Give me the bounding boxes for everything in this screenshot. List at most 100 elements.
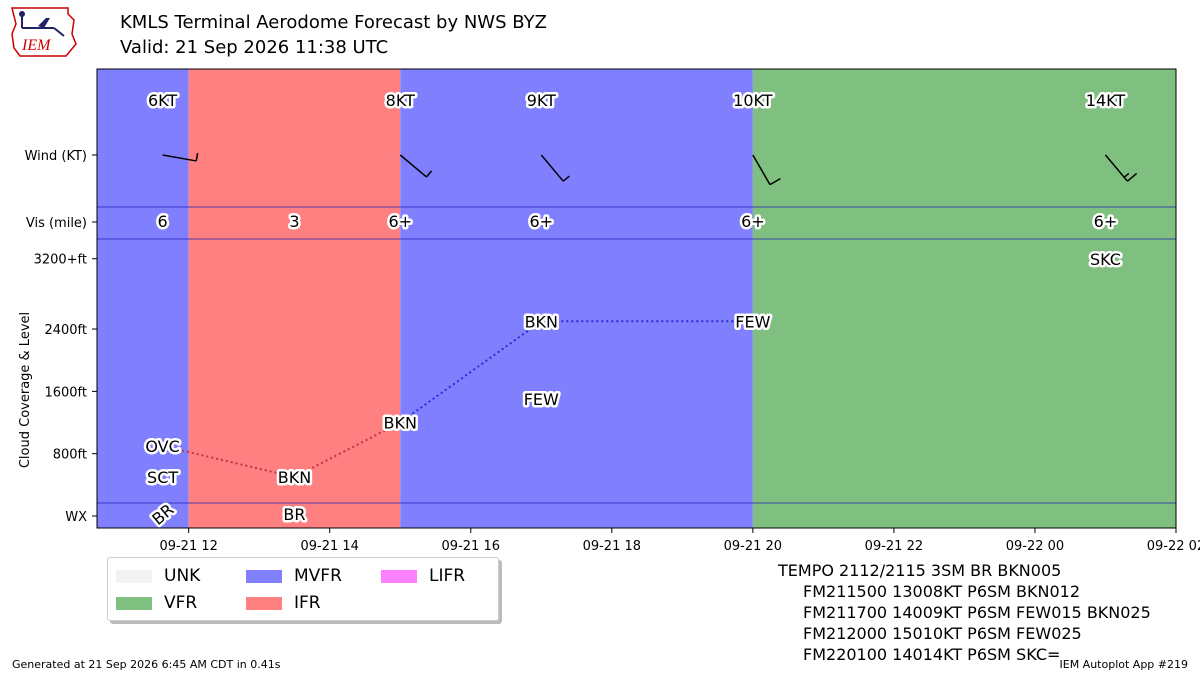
svg-text:FEW: FEW (735, 312, 770, 331)
svg-text:3: 3 (289, 212, 299, 231)
taf-chart: 6KT 8KT 9KT 10KT 14KT 6 3 6+ 6+ 6+ 6+ OVC SCT BKN BKN F… (18, 68, 1200, 554)
taf-line: FM212000 15010KT P6SM FEW025 (803, 624, 1082, 643)
taf-line: TEMPO 2112/2115 3SM BR BKN005 (778, 561, 1062, 580)
svg-text:6+: 6+ (1094, 212, 1118, 231)
visibility-label: 6 (155, 210, 170, 234)
svg-text:6+: 6+ (741, 212, 765, 231)
wind-speed-label: 9KT (524, 89, 558, 113)
band-mvfr (400, 69, 753, 528)
legend-swatch (381, 569, 417, 583)
visibility-label: 6+ (386, 210, 415, 234)
x-tick-label: 09-21 22 (865, 539, 923, 554)
iem-logo: IEM (8, 4, 80, 62)
visibility-label: 6+ (527, 210, 556, 234)
wind-speed-label: 14KT (1083, 89, 1128, 113)
svg-text:BKN: BKN (384, 414, 417, 433)
cloud-tick-label: 1600ft (44, 385, 87, 400)
wx-row-label: WX (65, 510, 87, 525)
x-tick-label: 09-22 02 (1147, 539, 1200, 554)
svg-text:BKN: BKN (525, 312, 558, 331)
wind-speed-label: 8KT (383, 89, 417, 113)
cloud-tick-label: 3200+ft (34, 253, 87, 268)
legend-item-lifr: LIFR (381, 566, 465, 586)
wind-speed-label: 6KT (145, 89, 179, 113)
cloud-label: SCT (145, 466, 181, 490)
wind-speed-label: 10KT (731, 89, 776, 113)
band-ifr (188, 69, 401, 528)
chart-labels: 6KT 8KT 9KT 10KT 14KT 6 3 6+ 6+ 6+ 6+ OVC SCT BKN BKN F… (143, 89, 1128, 532)
svg-text:SCT: SCT (147, 468, 178, 487)
svg-text:6+: 6+ (388, 212, 412, 231)
ceiling-segment (399, 320, 542, 424)
x-tick-label: 09-21 16 (442, 539, 500, 554)
legend-item-mvfr: MVFR (246, 566, 342, 586)
legend-item-ifr: IFR (246, 593, 321, 613)
legend-swatch (116, 569, 152, 583)
cloud-tick-label: 800ft (53, 448, 87, 463)
legend-label: LIFR (429, 566, 466, 586)
cloud-label: BKN (275, 466, 313, 490)
cloud-label: FEW (521, 388, 561, 412)
row-dividers (97, 206, 1176, 504)
legend-item-vfr: VFR (116, 593, 197, 613)
wind-row-label: Wind (KT) (25, 149, 87, 164)
wind-barb (399, 154, 433, 178)
legend-label: IFR (294, 593, 321, 613)
weather-label: BR (281, 503, 308, 527)
visibility-label: 6+ (739, 210, 768, 234)
chart-subtitle: Valid: 21 Sep 2026 11:38 UTC (120, 37, 389, 58)
band-mvfr (97, 69, 189, 528)
legend-label: MVFR (294, 566, 342, 586)
svg-text:BKN: BKN (278, 468, 311, 487)
svg-text:6KT: 6KT (148, 91, 177, 110)
band-vfr (752, 69, 1176, 528)
cloud-label: BKN (381, 411, 419, 435)
cloud-label: SKC (1088, 247, 1124, 271)
svg-text:6+: 6+ (529, 212, 553, 231)
legend-swatch (116, 596, 152, 610)
legend-swatch (246, 569, 282, 583)
flight-category-bands (97, 69, 1176, 528)
legend: UNK VFR MVFR IFR LIFR (107, 557, 499, 621)
wind-barb (162, 152, 199, 162)
svg-text:9KT: 9KT (527, 91, 556, 110)
svg-text:14KT: 14KT (1086, 91, 1126, 110)
cloud-label: OVC (143, 434, 182, 458)
cloud-axis-label: Cloud Coverage & Level (18, 312, 33, 468)
chart-axes: 09-21 12 09-21 14 09-21 16 09-21 18 09-21 20… (18, 68, 1200, 554)
wind-barbs (162, 152, 1138, 186)
taf-text: TEMPO 2112/2115 3SM BR BKN005 FM211500 13… (778, 560, 1151, 665)
svg-text:8KT: 8KT (386, 91, 415, 110)
taf-line: FM220100 14014KT P6SM SKC= (803, 645, 1061, 664)
svg-text:SKC: SKC (1090, 250, 1121, 269)
visibility-label: 6+ (1091, 210, 1120, 234)
visibility-label: 3 (287, 210, 302, 234)
cloud-label: BKN (522, 310, 560, 334)
x-tick-label: 09-21 12 (159, 539, 217, 554)
svg-text:IEM: IEM (21, 37, 52, 54)
app-footer: IEM Autoplot App #219 (1059, 658, 1189, 671)
wind-barb (540, 154, 570, 182)
svg-text:10KT: 10KT (733, 91, 773, 110)
svg-text:OVC: OVC (145, 437, 179, 456)
legend-swatch (246, 596, 282, 610)
legend-item-unk: UNK (116, 566, 200, 586)
legend-label: UNK (164, 566, 201, 586)
svg-text:FEW: FEW (524, 390, 559, 409)
plot-frame (96, 68, 1177, 529)
generated-footer: Generated at 21 Sep 2026 6:45 AM CDT in … (12, 658, 281, 671)
wind-barb (1104, 154, 1138, 182)
cloud-tick-label: 2400ft (44, 323, 87, 338)
svg-text:6: 6 (157, 212, 167, 231)
chart-title: KMLS Terminal Aerodome Forecast by NWS B… (120, 12, 547, 33)
vis-row-label: Vis (mile) (26, 216, 87, 231)
cloud-label: FEW (733, 310, 773, 334)
taf-line: FM211700 14009KT P6SM FEW015 BKN025 (803, 603, 1151, 622)
x-tick-label: 09-21 20 (724, 539, 782, 554)
ceiling-path (162, 320, 753, 479)
legend-label: VFR (164, 593, 198, 613)
x-tick-label: 09-21 18 (583, 539, 641, 554)
wind-barb (752, 154, 781, 186)
taf-line: FM211500 13008KT P6SM BKN012 (803, 582, 1081, 601)
svg-text:BR: BR (283, 505, 305, 524)
